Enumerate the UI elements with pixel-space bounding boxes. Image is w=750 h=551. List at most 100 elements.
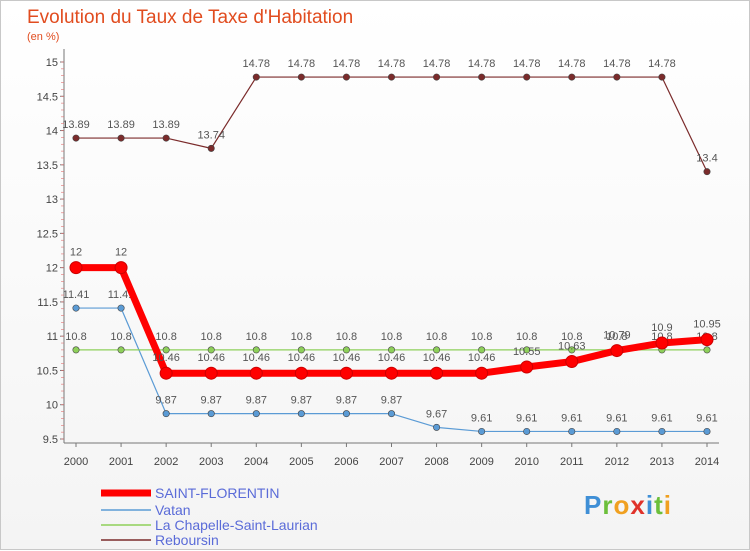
data-point [342,73,350,81]
data-point [703,168,711,176]
data-label: 14.78 [378,58,406,70]
y-tick-label: 13 [46,194,58,206]
data-point [658,427,666,435]
y-tick-label: 11.5 [37,297,58,309]
data-label: 10.8 [246,331,267,343]
x-tick-label: 2003 [199,456,223,468]
data-label: 14.78 [648,58,676,70]
data-label: 10.63 [558,341,586,353]
y-tick-label: 14.5 [37,91,58,103]
data-point [72,346,80,354]
data-point [523,427,531,435]
data-point [117,134,125,142]
data-point [658,73,666,81]
data-label: 13.74 [197,129,225,141]
data-point [655,336,669,350]
legend-label: Reboursin [155,532,219,548]
data-label: 10.46 [378,352,406,364]
data-label: 12 [70,247,82,259]
legend-label: Vatan [155,502,191,518]
data-label: 10.8 [110,331,131,343]
data-label: 9.87 [155,395,176,407]
data-label: 9.61 [471,412,492,424]
data-label: 9.61 [516,412,537,424]
data-point [613,427,621,435]
x-tick-label: 2005 [289,456,313,468]
data-label: 12 [115,247,127,259]
y-tick-label: 15 [46,57,58,69]
data-label: 10.55 [513,346,541,358]
data-label: 9.87 [381,395,402,407]
data-point [478,346,486,354]
data-label: 10.8 [426,331,447,343]
data-point [568,346,576,354]
x-tick-label: 2012 [605,456,629,468]
x-tick-label: 2013 [650,456,674,468]
y-tick-label: 13.5 [37,160,58,172]
data-point [478,73,486,81]
data-point [339,366,353,380]
data-label: 9.61 [561,412,582,424]
data-point [204,366,218,380]
data-point [703,346,711,354]
chart-title: Evolution du Taux de Taxe d'Habitation [27,7,354,28]
data-point [117,346,125,354]
x-tick-label: 2008 [424,456,448,468]
data-label: 13.4 [696,153,717,165]
x-tick-label: 2009 [469,456,493,468]
data-label: 10.95 [693,319,721,331]
data-label: 10.46 [333,352,361,364]
data-point [387,410,395,418]
data-label: 10.8 [381,331,402,343]
data-label: 10.46 [423,352,451,364]
data-point [114,261,128,275]
data-point [72,134,80,142]
data-label: 11.41 [63,289,90,301]
x-tick-label: 2011 [560,456,584,468]
data-label: 13.89 [107,119,135,131]
data-point [69,261,83,275]
data-point [297,410,305,418]
data-point [207,410,215,418]
data-label: 14.78 [243,58,271,70]
data-label: 10.8 [606,331,627,343]
y-tick-label: 12 [46,263,58,275]
data-label: 10.8 [201,331,222,343]
legend-label: La Chapelle-Saint-Laurian [155,517,318,533]
data-point [342,346,350,354]
data-label: 14.78 [423,58,451,70]
x-tick-label: 2014 [695,456,719,468]
data-point [613,73,621,81]
data-label: 10.8 [471,331,492,343]
y-tick-label: 10.5 [37,365,58,377]
data-point [252,410,260,418]
data-label: 14.78 [288,58,316,70]
data-point [385,366,398,380]
data-label: 9.87 [336,395,357,407]
data-point [297,73,305,81]
y-tick-label: 14 [46,126,58,138]
y-tick-label: 11 [47,331,58,343]
data-label: 10.8 [561,331,582,343]
data-point [207,346,215,354]
x-tick-label: 2006 [334,456,358,468]
x-tick-label: 2010 [514,456,538,468]
data-label: 10.46 [243,352,271,364]
data-label: 9.87 [291,395,312,407]
data-label: 14.78 [513,58,541,70]
data-point [162,410,170,418]
data-label: 10.46 [288,352,316,364]
data-label: 10.8 [155,331,176,343]
data-point [72,304,80,312]
data-point [387,346,395,354]
data-point [117,304,125,312]
data-label: 10.46 [197,352,225,364]
data-point [433,346,441,354]
data-point [387,73,395,81]
data-point [523,346,531,354]
data-point [568,73,576,81]
data-point [162,346,170,354]
data-point [475,366,489,380]
